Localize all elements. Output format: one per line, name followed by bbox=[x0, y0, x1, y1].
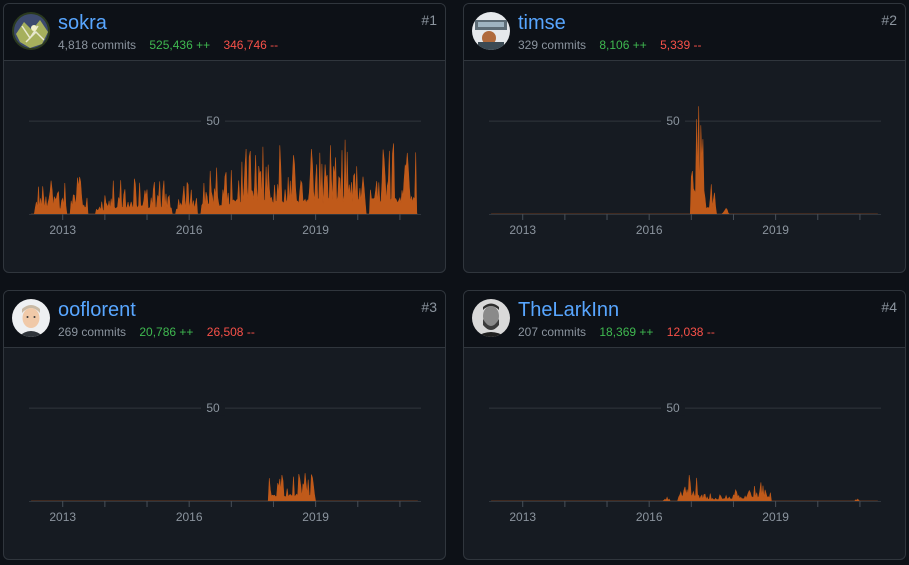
chart-svg: 50 2013 2016 2019 bbox=[489, 106, 881, 237]
chart-svg: 50 2013 2016 2019 bbox=[29, 401, 421, 524]
contributor-card: TheLarkInn 207 commits 18,369 ++ 12,038 … bbox=[463, 290, 906, 560]
x-tick-label: 2016 bbox=[636, 510, 663, 524]
timse-avatar-icon bbox=[472, 12, 510, 50]
commit-count[interactable]: 4,818 commits bbox=[58, 38, 137, 52]
commit-count[interactable]: 269 commits bbox=[58, 325, 127, 339]
avatar[interactable] bbox=[12, 299, 50, 337]
commit-area-series bbox=[31, 473, 418, 502]
commit-activity-chart: 50 2013 2016 2019 bbox=[464, 348, 905, 559]
avatar[interactable] bbox=[472, 12, 510, 50]
contributor-stats: 329 commits 8,106 ++ 5,339 -- bbox=[518, 38, 701, 52]
y-tick-label-bg bbox=[201, 401, 225, 416]
y-tick-label: 50 bbox=[666, 401, 680, 415]
y-tick-label: 50 bbox=[206, 401, 220, 415]
x-tick-label: 2019 bbox=[762, 510, 789, 524]
x-tick-label: 2013 bbox=[49, 223, 76, 237]
x-tick-label: 2016 bbox=[176, 510, 203, 524]
x-tick-label: 2013 bbox=[49, 510, 76, 524]
avatar[interactable] bbox=[12, 12, 50, 50]
contributor-card: ooflorent 269 commits 20,786 ++ 26,508 -… bbox=[3, 290, 446, 560]
contributor-stats: 269 commits 20,786 ++ 26,508 -- bbox=[58, 325, 255, 339]
chart-svg: 50 2013 2016 2019 bbox=[489, 401, 881, 524]
card-header: sokra 4,818 commits 525,436 ++ 346,746 -… bbox=[4, 4, 445, 61]
contributor-card: sokra 4,818 commits 525,436 ++ 346,746 -… bbox=[3, 3, 446, 273]
commit-activity-chart: 50 2013 2016 2019 bbox=[4, 61, 445, 272]
x-tick-label: 2019 bbox=[302, 223, 329, 237]
x-tick-label: 2019 bbox=[302, 510, 329, 524]
x-tick-label: 2019 bbox=[762, 223, 789, 237]
deletions-count: 26,508 -- bbox=[206, 325, 255, 339]
username-link[interactable]: sokra bbox=[58, 12, 107, 34]
commit-count[interactable]: 329 commits bbox=[518, 38, 587, 52]
deletions-count: 346,746 -- bbox=[223, 38, 279, 52]
commit-area-series bbox=[491, 474, 878, 502]
sokra-avatar-icon bbox=[12, 12, 50, 50]
contributor-card: timse 329 commits 8,106 ++ 5,339 -- #2 5… bbox=[463, 3, 906, 273]
contributor-stats: 207 commits 18,369 ++ 12,038 -- bbox=[518, 325, 715, 339]
additions-count: 525,436 ++ bbox=[149, 38, 211, 52]
contributor-stats: 4,818 commits 525,436 ++ 346,746 -- bbox=[58, 38, 278, 52]
x-tick-label: 2013 bbox=[509, 510, 536, 524]
deletions-count: 5,339 -- bbox=[660, 38, 702, 52]
additions-count: 8,106 ++ bbox=[599, 38, 647, 52]
y-tick-label: 50 bbox=[206, 114, 220, 128]
rank-badge: #1 bbox=[421, 12, 437, 28]
avatar[interactable] bbox=[472, 299, 510, 337]
x-tick-label: 2016 bbox=[636, 223, 663, 237]
x-tick-label: 2013 bbox=[509, 223, 536, 237]
y-tick-label: 50 bbox=[666, 114, 680, 128]
additions-count: 20,786 ++ bbox=[139, 325, 194, 339]
card-header: TheLarkInn 207 commits 18,369 ++ 12,038 … bbox=[464, 291, 905, 348]
rank-badge: #3 bbox=[421, 299, 437, 315]
y-tick-label-bg bbox=[661, 114, 685, 129]
deletions-count: 12,038 -- bbox=[666, 325, 715, 339]
card-header: ooflorent 269 commits 20,786 ++ 26,508 -… bbox=[4, 291, 445, 348]
y-tick-label-bg bbox=[661, 401, 685, 416]
thelarkinn-avatar-icon bbox=[472, 299, 510, 337]
additions-count: 18,369 ++ bbox=[599, 325, 654, 339]
x-tick-label: 2016 bbox=[176, 223, 203, 237]
y-tick-label-bg bbox=[201, 114, 225, 129]
rank-badge: #4 bbox=[881, 299, 897, 315]
ooflorent-avatar-icon bbox=[12, 299, 50, 337]
card-header: timse 329 commits 8,106 ++ 5,339 -- #2 bbox=[464, 4, 905, 61]
rank-badge: #2 bbox=[881, 12, 897, 28]
username-link[interactable]: TheLarkInn bbox=[518, 299, 620, 321]
username-link[interactable]: ooflorent bbox=[58, 299, 136, 321]
commit-count[interactable]: 207 commits bbox=[518, 325, 587, 339]
commit-activity-chart: 50 2013 2016 2019 bbox=[464, 61, 905, 272]
chart-svg: 50 2013 2016 2019 bbox=[29, 114, 421, 237]
commit-activity-chart: 50 2013 2016 2019 bbox=[4, 348, 445, 559]
commit-area-series bbox=[31, 139, 418, 215]
username-link[interactable]: timse bbox=[518, 12, 566, 34]
